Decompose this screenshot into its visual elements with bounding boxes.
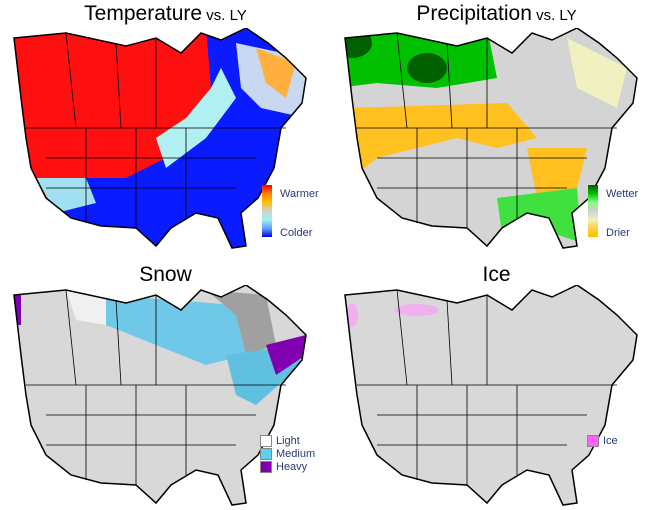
temperature-panel: Temperature vs. LY Warmer Colder — [0, 0, 331, 253]
legend-drier: Drier — [606, 227, 630, 239]
temperature-gradient — [262, 185, 272, 237]
swatch — [587, 435, 599, 448]
legend-item-medium: Medium — [260, 448, 315, 461]
legend-item-light: Light — [260, 435, 315, 448]
swatch — [260, 435, 272, 448]
ice-legend: Ice — [587, 435, 618, 448]
swatch — [260, 461, 272, 474]
panel-title: Ice — [482, 263, 511, 286]
ice-map — [344, 285, 638, 506]
snow-legend: Light Medium Heavy — [260, 435, 315, 474]
swatch — [260, 448, 272, 461]
temperature-map — [13, 28, 307, 249]
panel-title: Snow — [139, 263, 192, 286]
panel-title: Precipitation vs. LY — [416, 2, 577, 25]
snow-panel: Snow Light Medium Heavy — [0, 253, 331, 506]
ice-panel: Ice Ice — [331, 253, 662, 506]
snow-map — [13, 285, 307, 506]
precipitation-gradient — [588, 185, 598, 237]
legend-item-heavy: Heavy — [260, 461, 315, 474]
legend-colder: Colder — [280, 227, 313, 239]
legend-item-ice: Ice — [587, 435, 618, 448]
legend-wetter: Wetter — [606, 188, 639, 200]
precipitation-map — [344, 28, 638, 249]
legend-warmer: Warmer — [280, 188, 319, 200]
panel-title: Temperature vs. LY — [84, 2, 247, 25]
precipitation-panel: Precipitation vs. LY Wetter Drier — [331, 0, 662, 253]
